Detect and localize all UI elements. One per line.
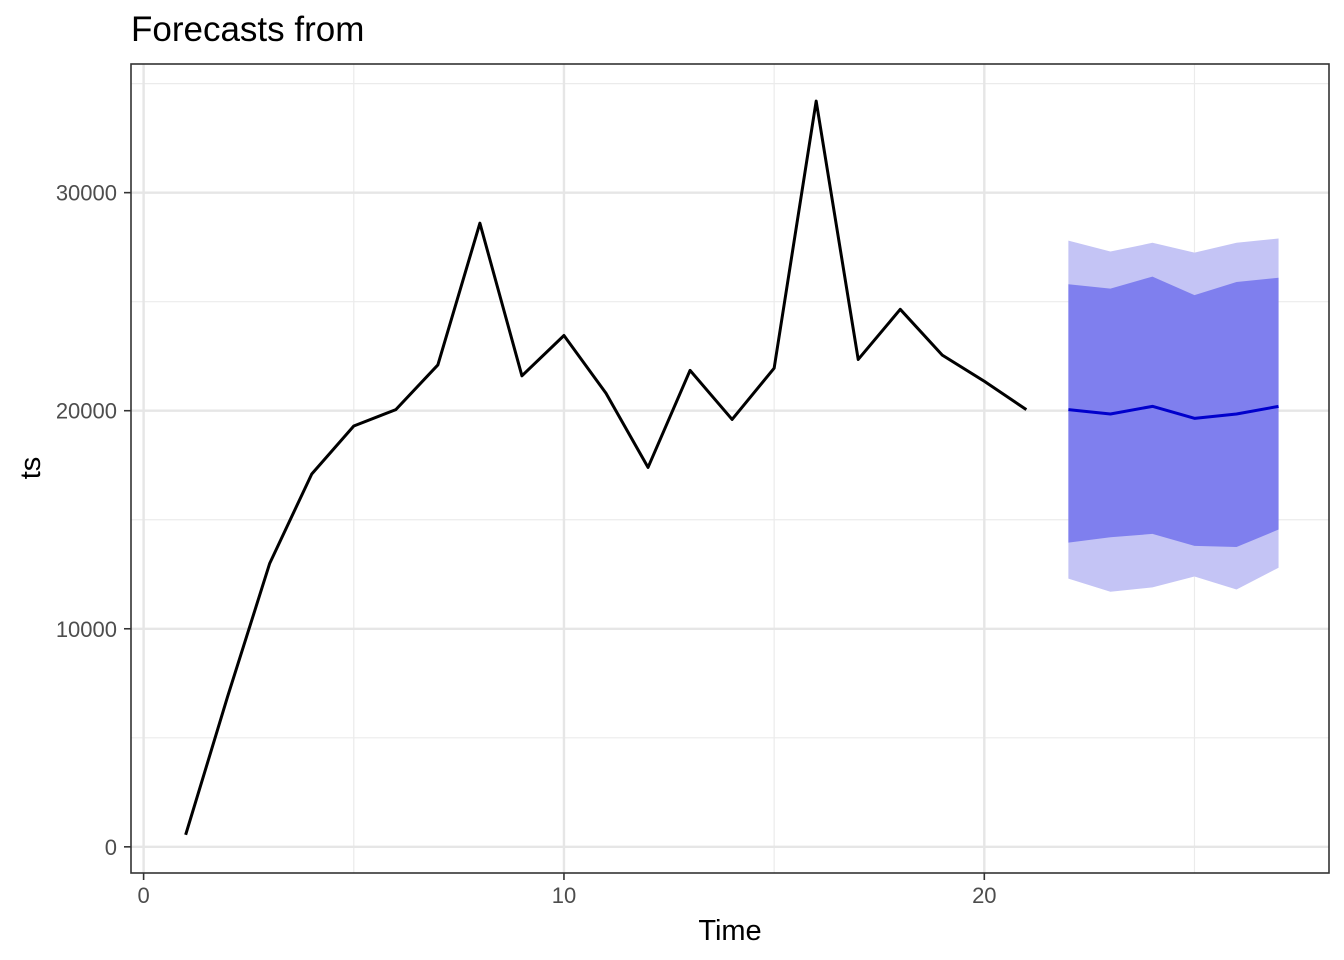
- x-axis: 0 10 20: [137, 873, 997, 908]
- series-lines: [184, 99, 1279, 836]
- y-axis-title: ts: [15, 457, 47, 480]
- forecast-series-line: [1068, 404, 1279, 420]
- y-tick-label: 0: [105, 835, 117, 860]
- x-tick-label: 10: [552, 883, 576, 908]
- x-tick-label: 20: [972, 883, 996, 908]
- prediction-intervals: [1068, 238, 1279, 592]
- major-gridlines: [131, 64, 1329, 873]
- y-tick-label: 10000: [56, 617, 117, 642]
- y-tick-label: 20000: [56, 399, 117, 424]
- x-axis-title: Time: [698, 915, 761, 947]
- x-tick-label: 0: [137, 883, 149, 908]
- y-axis: 0 10000 20000 30000: [56, 181, 131, 860]
- observed-series-line: [184, 99, 1028, 836]
- y-tick-label: 30000: [56, 181, 117, 206]
- plot-border: [130, 63, 1330, 874]
- chart-title: Forecasts from: [131, 10, 364, 49]
